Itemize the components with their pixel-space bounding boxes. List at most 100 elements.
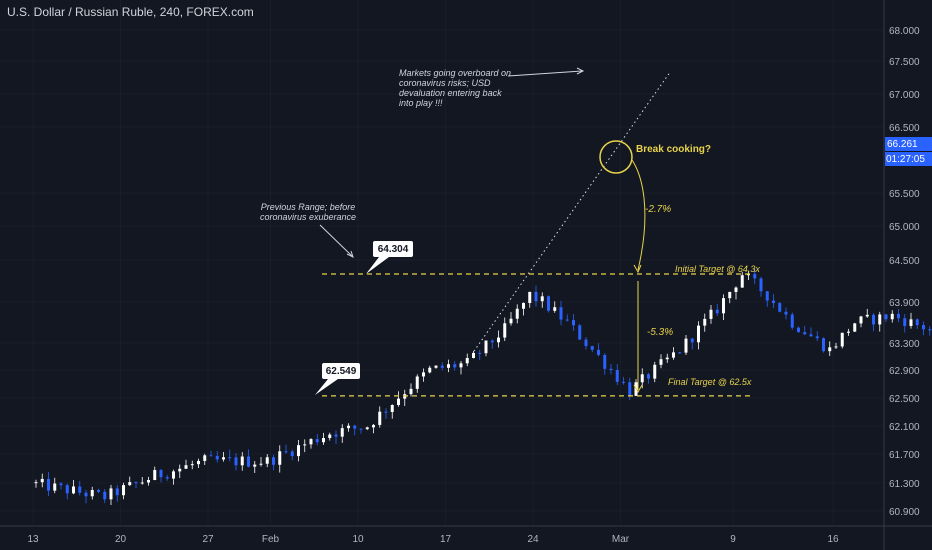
candle-body — [309, 439, 313, 445]
candle-body — [528, 291, 532, 303]
candle-body — [728, 291, 732, 299]
candle-body — [759, 278, 763, 292]
candle-body — [59, 483, 63, 486]
candle-body — [215, 455, 219, 460]
candle-body — [690, 338, 694, 343]
candle-body — [109, 488, 113, 500]
arrow-previous-range — [319, 224, 353, 257]
break-cooking-label: Break cooking? — [636, 144, 711, 155]
candle-body — [315, 439, 319, 443]
candle-body — [440, 365, 444, 368]
candle-body — [234, 457, 238, 466]
candle-body — [559, 307, 563, 320]
candle-body — [365, 427, 369, 430]
candle-body — [772, 300, 775, 304]
candle-body — [722, 298, 725, 314]
candle-body — [203, 455, 207, 461]
candle-body — [622, 381, 625, 383]
price-tick-label: 61.300 — [889, 479, 920, 490]
candle-body — [184, 465, 188, 469]
candle-body — [122, 485, 125, 496]
price-tick-label: 61.700 — [889, 450, 920, 461]
candle-body — [128, 482, 132, 486]
time-tick-label: 9 — [730, 534, 736, 545]
candle-body — [459, 363, 463, 368]
candle-body — [165, 477, 169, 479]
price-tick-label: 67.500 — [889, 57, 920, 68]
candle-body — [640, 374, 644, 383]
candle-body — [659, 359, 663, 365]
candle-body — [784, 311, 788, 315]
candle-body — [159, 469, 163, 478]
time-tick-label: Feb — [262, 534, 280, 545]
candle-body — [565, 319, 569, 321]
candle-body — [584, 339, 588, 347]
candle-body — [509, 318, 513, 324]
candle-body — [253, 464, 257, 467]
candle-body — [484, 340, 488, 354]
candle-body — [90, 489, 94, 497]
rising-trendline — [473, 71, 671, 352]
candle-body — [34, 482, 38, 484]
candle-body — [922, 325, 925, 330]
candle-body — [578, 325, 582, 340]
candle-body — [672, 352, 675, 358]
candle-body — [353, 425, 357, 429]
candle-body — [734, 287, 738, 292]
candle-body — [390, 405, 394, 413]
candle-body — [409, 388, 413, 395]
candle-body — [347, 425, 350, 429]
countdown-badge — [885, 152, 932, 166]
candle-body — [903, 318, 907, 326]
price-tick-label: 62.500 — [889, 394, 920, 405]
candle-body — [847, 331, 850, 333]
candle-body — [265, 457, 269, 464]
candle-body — [834, 346, 838, 348]
vertical-arrow-head — [633, 384, 643, 394]
curved-arrow-initial — [631, 159, 646, 271]
candle-body — [340, 428, 344, 437]
candle-body — [715, 309, 719, 314]
annotation-overboard-3: devaluation entering back — [399, 88, 502, 98]
candle-body — [84, 492, 88, 497]
candle-body — [40, 478, 44, 483]
candle-body — [322, 438, 325, 443]
candle-body — [547, 296, 550, 311]
candle-body — [178, 468, 182, 472]
annotation-overboard-1: Markets going overboard on — [399, 68, 511, 78]
candle-body — [503, 323, 507, 338]
price-tick-label: 65.500 — [889, 189, 920, 200]
candle-body — [628, 382, 632, 396]
candle-body — [465, 358, 469, 364]
candle-body — [97, 489, 100, 492]
time-tick-label: 16 — [827, 534, 839, 545]
candle-body — [790, 314, 794, 328]
time-tick-label: 20 — [115, 534, 127, 545]
price-badges: 66.261 01:27:05 — [885, 137, 932, 166]
candle-body — [603, 354, 607, 369]
candle-body — [797, 327, 800, 333]
candle-body — [928, 329, 932, 331]
candle-body — [815, 336, 819, 339]
candle-body — [259, 463, 263, 465]
candle-body — [803, 332, 807, 335]
time-tick-label: 10 — [352, 534, 364, 545]
pct-5-3-label: -5.3% — [647, 327, 673, 338]
time-tick-label: Mar — [612, 534, 630, 545]
countdown-label: 01:27:05 — [886, 154, 925, 165]
candle-body — [884, 314, 888, 320]
candle-body — [247, 456, 250, 467]
candle-body — [334, 434, 338, 437]
candle-body — [865, 314, 869, 317]
candle-body — [572, 320, 575, 326]
candle-body — [653, 364, 657, 379]
candle-body — [172, 471, 175, 479]
candle-body — [303, 444, 307, 446]
candle-body — [497, 337, 500, 343]
candle-body — [909, 319, 913, 326]
price-tick-label: 63.900 — [889, 298, 920, 309]
candle-body — [297, 445, 300, 457]
